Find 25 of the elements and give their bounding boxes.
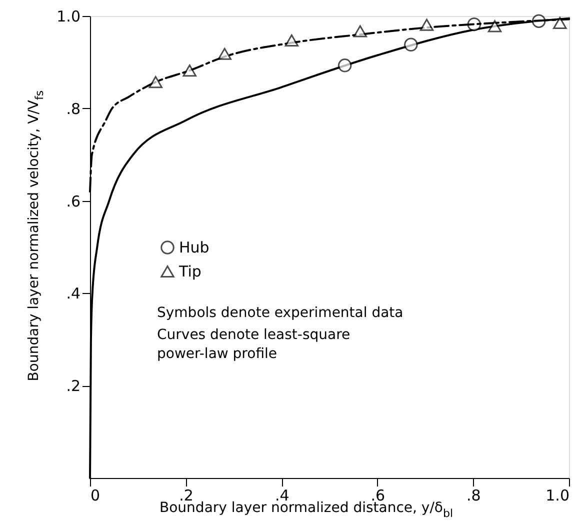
point bbox=[218, 48, 232, 60]
x-tick-label: .8 bbox=[466, 486, 481, 504]
legend-label: Hub bbox=[179, 238, 210, 256]
y-tick-label: 1.0 bbox=[56, 8, 80, 26]
point bbox=[420, 18, 434, 31]
point bbox=[553, 16, 567, 29]
x-tick-label: 0 bbox=[90, 486, 100, 504]
point bbox=[488, 20, 502, 32]
point bbox=[182, 64, 197, 77]
x-tick-label: .2 bbox=[179, 486, 194, 504]
point bbox=[353, 25, 368, 38]
point bbox=[284, 34, 299, 47]
annotation: Curves denote least-square power-law profile bbox=[157, 327, 350, 362]
legend-label: Tip bbox=[178, 262, 202, 280]
y-tick-label: .2 bbox=[66, 377, 80, 396]
y-tick-label: .6 bbox=[66, 192, 80, 210]
point bbox=[404, 38, 418, 52]
y-tick-label: .8 bbox=[66, 100, 80, 118]
point bbox=[338, 58, 352, 72]
x-tick-label: .4 bbox=[274, 486, 290, 504]
x-tick-label: 1.0 bbox=[546, 486, 570, 504]
annotation: Symbols denote experimental data bbox=[157, 305, 404, 321]
y-axis-title: Boundary layer normalized velocity, V/Vfs bbox=[26, 90, 46, 382]
y-tick-label: .4 bbox=[66, 284, 80, 303]
point bbox=[148, 76, 162, 88]
